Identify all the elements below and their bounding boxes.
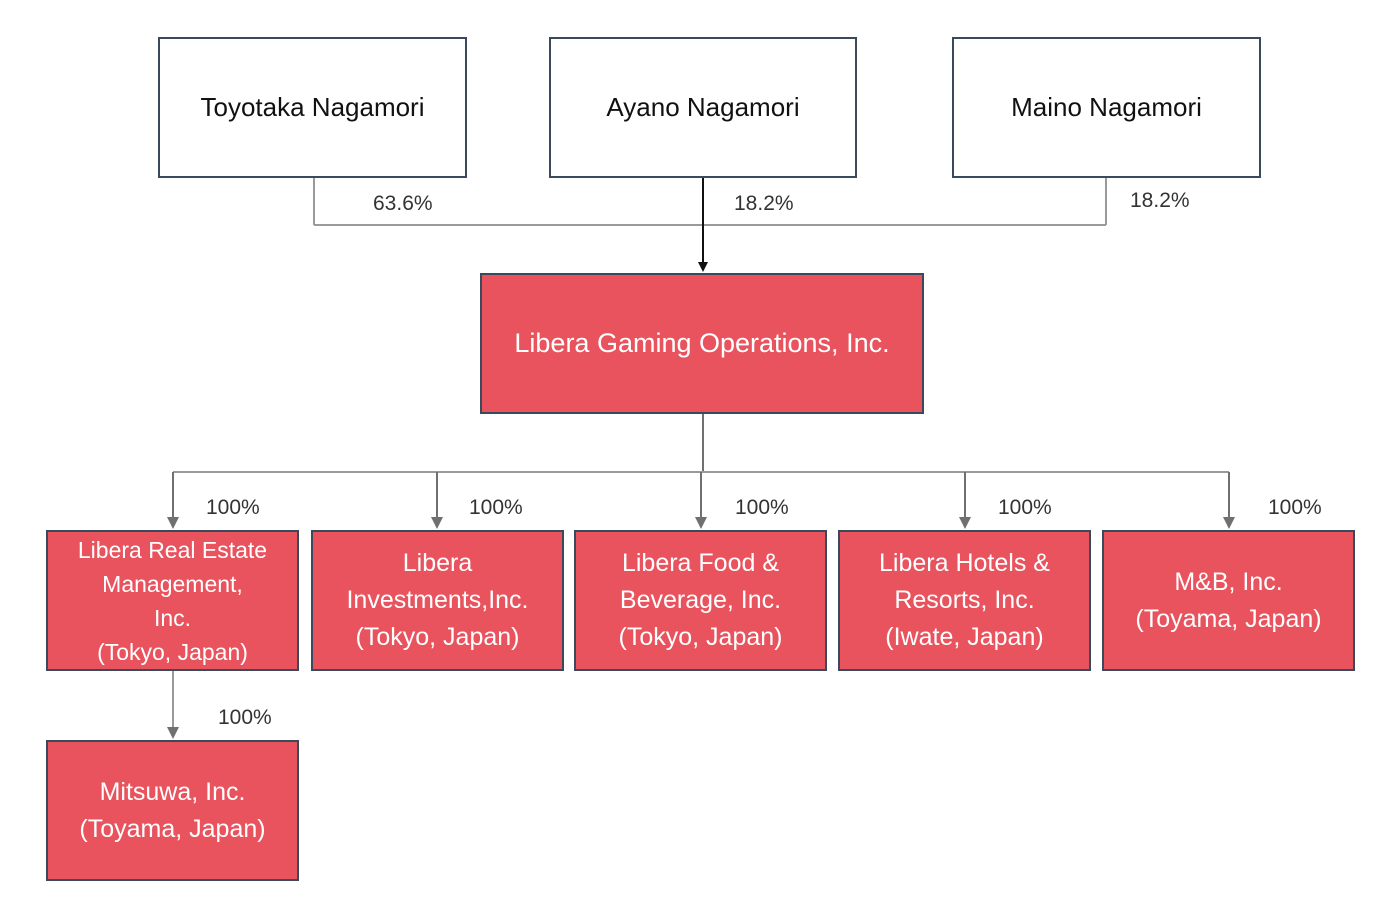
subsidiary-location: (Iwate, Japan) [885,623,1044,651]
subsidiary-libera-hotels-resorts: Libera Hotels & Resorts, Inc. (Iwate, Ja… [838,530,1091,671]
subsidiary-location: (Tokyo, Japan) [355,623,520,651]
subsidiary-name-line: Libera [402,549,473,577]
owner-toyotaka-nagamori: Toyotaka Nagamori [158,37,467,178]
subsidiary-mb-inc: M&B, Inc. (Toyama, Japan) [1102,530,1355,671]
stake-label-sub-4: 100% [998,496,1052,519]
parent-company: Libera Gaming Operations, Inc. [480,273,924,414]
subsidiary-libera-real-estate: Libera Real Estate Management, Inc. (Tok… [46,530,299,671]
owner-name: Toyotaka Nagamori [200,92,425,122]
stake-label-sub-5: 100% [1268,496,1322,519]
subsidiary-location: (Toyama, Japan) [79,814,266,843]
subsidiary-libera-food-beverage: Libera Food & Beverage, Inc. (Tokyo, Jap… [574,530,827,671]
subsidiary-name-line: M&B, Inc. [1174,567,1283,596]
subsidiary-name-line: Libera Food & [621,549,780,577]
subsidiary-libera-investments: Libera Investments,Inc. (Tokyo, Japan) [311,530,564,671]
subsidiary-name-line: Libera Hotels & [879,549,1050,577]
owner-ayano-nagamori: Ayano Nagamori [549,37,857,178]
stake-label-ayano: 18.2% [734,192,794,215]
owner-name: Ayano Nagamori [606,92,800,122]
subsidiary-name-line: Libera Real Estate [77,536,268,563]
stake-label-maino: 18.2% [1130,189,1190,212]
subsidiary-mitsuwa: Mitsuwa, Inc. (Toyama, Japan) [46,740,299,881]
subsidiary-location: (Toyama, Japan) [1135,604,1322,633]
stake-label-sub-1: 100% [206,496,260,519]
subsidiary-location: (Tokyo, Japan) [97,638,248,665]
stake-label-toyotaka: 63.6% [373,192,433,215]
subsidiary-name-line: Resorts, Inc. [894,586,1035,614]
owner-name: Maino Nagamori [1011,92,1202,122]
stake-label-mitsuwa: 100% [218,706,272,729]
subsidiary-name-line: Inc. [153,604,192,631]
subsidiary-location: (Tokyo, Japan) [618,623,783,651]
subsidiary-name-line: Management, [102,570,243,597]
owner-maino-nagamori: Maino Nagamori [952,37,1261,178]
parent-company-name: Libera Gaming Operations, Inc. [514,328,890,358]
stake-label-sub-3: 100% [735,496,789,519]
subsidiary-name-line: Beverage, Inc. [619,586,782,614]
subsidiary-name-line: Investments,Inc. [346,586,529,614]
subsidiary-name-line: Mitsuwa, Inc. [99,777,246,806]
stake-label-sub-2: 100% [469,496,523,519]
